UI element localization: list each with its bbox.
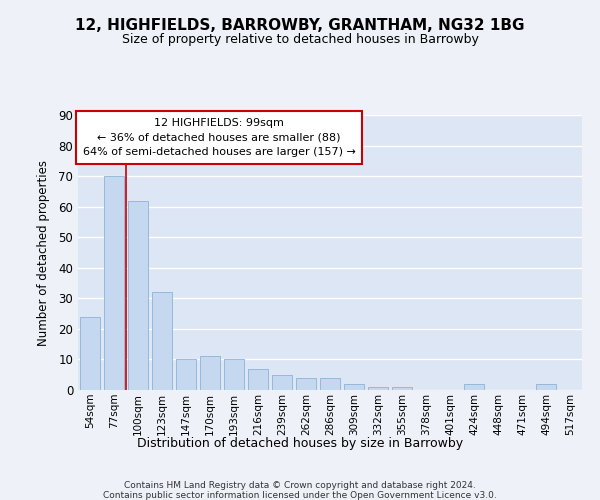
Text: Contains HM Land Registry data © Crown copyright and database right 2024.
Contai: Contains HM Land Registry data © Crown c… bbox=[103, 481, 497, 500]
Bar bbox=[464, 384, 484, 390]
Bar bbox=[104, 176, 124, 390]
Bar bbox=[320, 378, 340, 390]
Text: Distribution of detached houses by size in Barrowby: Distribution of detached houses by size … bbox=[137, 438, 463, 450]
Bar bbox=[536, 384, 556, 390]
Bar bbox=[344, 384, 364, 390]
Text: Size of property relative to detached houses in Barrowby: Size of property relative to detached ho… bbox=[122, 32, 478, 46]
Bar bbox=[248, 368, 268, 390]
Text: 12 HIGHFIELDS: 99sqm
← 36% of detached houses are smaller (88)
64% of semi-detac: 12 HIGHFIELDS: 99sqm ← 36% of detached h… bbox=[83, 118, 356, 158]
Bar bbox=[392, 387, 412, 390]
Bar bbox=[176, 360, 196, 390]
Bar bbox=[272, 374, 292, 390]
Bar bbox=[224, 360, 244, 390]
Bar bbox=[152, 292, 172, 390]
Bar bbox=[200, 356, 220, 390]
Bar bbox=[128, 200, 148, 390]
Bar bbox=[80, 316, 100, 390]
Text: 12, HIGHFIELDS, BARROWBY, GRANTHAM, NG32 1BG: 12, HIGHFIELDS, BARROWBY, GRANTHAM, NG32… bbox=[75, 18, 525, 32]
Bar bbox=[296, 378, 316, 390]
Bar bbox=[368, 387, 388, 390]
Y-axis label: Number of detached properties: Number of detached properties bbox=[37, 160, 50, 346]
